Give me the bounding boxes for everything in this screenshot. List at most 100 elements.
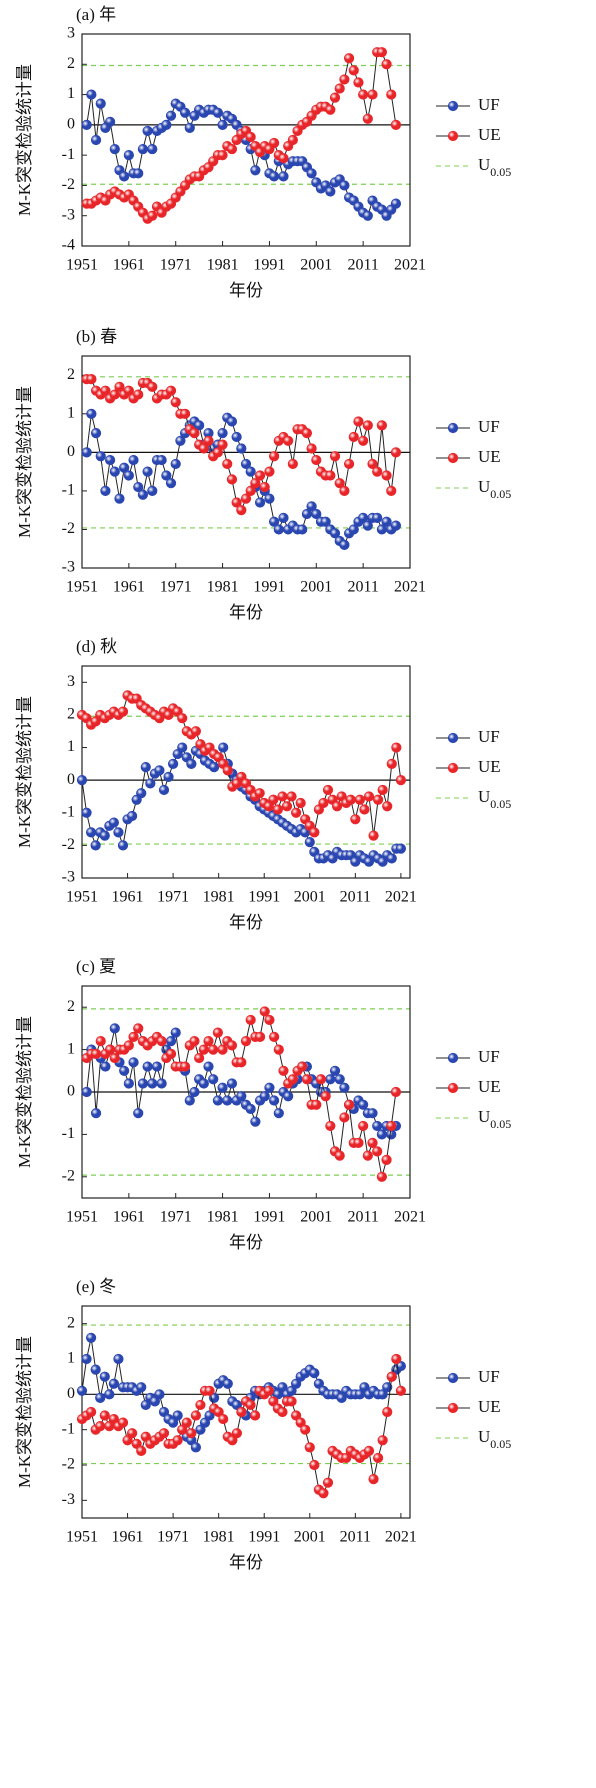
data-point <box>354 794 365 805</box>
data-point <box>161 119 172 130</box>
y-tick-label: -2 <box>62 1456 75 1473</box>
x-tick-label: 1961 <box>112 889 144 906</box>
x-tick-label: 1981 <box>207 257 239 274</box>
data-point <box>391 1353 402 1365</box>
data-point <box>184 122 195 133</box>
y-tick-label: -1 <box>62 482 75 499</box>
data-point <box>177 742 188 753</box>
x-tick-label: 1961 <box>113 579 145 596</box>
legend-label: UE <box>478 1077 501 1096</box>
data-point <box>269 171 280 182</box>
data-point <box>273 1044 284 1055</box>
data-point <box>245 1103 256 1115</box>
y-tick-label: 3 <box>67 673 75 690</box>
data-point <box>367 89 378 100</box>
data-point <box>147 485 158 497</box>
y-axis-label: M-K突变检验统计量 <box>15 696 34 848</box>
data-point <box>245 1399 256 1411</box>
x-tick-label: 2011 <box>340 889 371 906</box>
data-point <box>343 1099 355 1110</box>
x-axis-label: 年份 <box>229 281 263 300</box>
data-point <box>306 443 317 454</box>
y-tick-label: 1 <box>67 404 75 421</box>
data-point <box>263 1385 274 1396</box>
data-point <box>309 1459 320 1471</box>
y-tick-label: 0 <box>67 771 75 788</box>
data-point <box>250 1116 261 1127</box>
data-point <box>172 1410 183 1421</box>
data-point <box>86 374 97 385</box>
data-point <box>320 516 331 527</box>
data-point <box>343 53 355 64</box>
data-point <box>123 150 134 161</box>
x-tick-label: 2021 <box>385 1529 417 1546</box>
data-point <box>358 1099 369 1110</box>
data-point <box>362 520 373 531</box>
data-point <box>95 1392 106 1403</box>
data-point <box>390 1086 402 1098</box>
data-point <box>177 713 188 724</box>
data-point <box>151 1061 163 1072</box>
data-point <box>329 528 341 539</box>
data-point <box>236 1057 247 1068</box>
y-tick-label: -2 <box>62 836 75 853</box>
data-point <box>264 1014 275 1026</box>
data-point <box>147 1078 158 1089</box>
panel-title: (a) 年 <box>76 5 116 24</box>
data-point <box>114 493 125 504</box>
y-tick-label: -3 <box>62 206 75 223</box>
y-tick-label: -1 <box>62 146 75 163</box>
data-point <box>339 74 350 85</box>
y-tick-label: 1 <box>67 1350 75 1367</box>
data-point <box>301 427 313 439</box>
data-point <box>127 1428 138 1439</box>
data-point <box>264 493 275 504</box>
data-point <box>142 125 153 137</box>
data-point <box>339 539 350 550</box>
data-point <box>81 119 92 130</box>
data-point <box>108 1378 119 1389</box>
data-point <box>287 134 298 146</box>
data-point <box>231 497 242 508</box>
data-point <box>395 843 406 854</box>
data-point <box>278 1065 289 1076</box>
data-point <box>329 451 341 462</box>
data-point <box>156 454 167 466</box>
data-point <box>123 385 134 396</box>
data-point <box>165 110 177 121</box>
data-point <box>208 1074 219 1085</box>
y-tick-label: -3 <box>62 559 75 576</box>
data-point <box>147 381 158 392</box>
data-point <box>377 784 388 796</box>
data-point <box>362 420 373 431</box>
x-tick-label: 1991 <box>253 257 285 274</box>
data-point <box>154 765 165 776</box>
legend-label: U0.05 <box>478 787 511 811</box>
data-point <box>217 427 228 439</box>
data-point <box>165 1048 177 1059</box>
data-point <box>189 427 200 439</box>
data-point <box>386 89 397 100</box>
data-point <box>108 817 119 828</box>
data-point <box>168 758 179 769</box>
x-tick-label: 1951 <box>66 257 98 274</box>
data-point <box>295 797 306 809</box>
data-point <box>117 1417 129 1428</box>
data-point <box>269 1095 280 1106</box>
data-point <box>190 726 201 737</box>
data-point <box>203 435 214 446</box>
data-point <box>254 788 265 799</box>
data-point <box>372 466 383 477</box>
data-point <box>318 797 329 809</box>
data-point <box>208 1044 219 1055</box>
data-point <box>339 1112 350 1123</box>
data-point <box>226 1078 238 1089</box>
data-point <box>386 1120 397 1132</box>
plot-frame <box>81 355 411 569</box>
data-point <box>358 435 369 446</box>
data-point <box>362 210 373 221</box>
x-tick-label: 1971 <box>157 889 189 906</box>
x-tick-label: 1961 <box>112 1529 144 1546</box>
data-point <box>358 1120 369 1132</box>
